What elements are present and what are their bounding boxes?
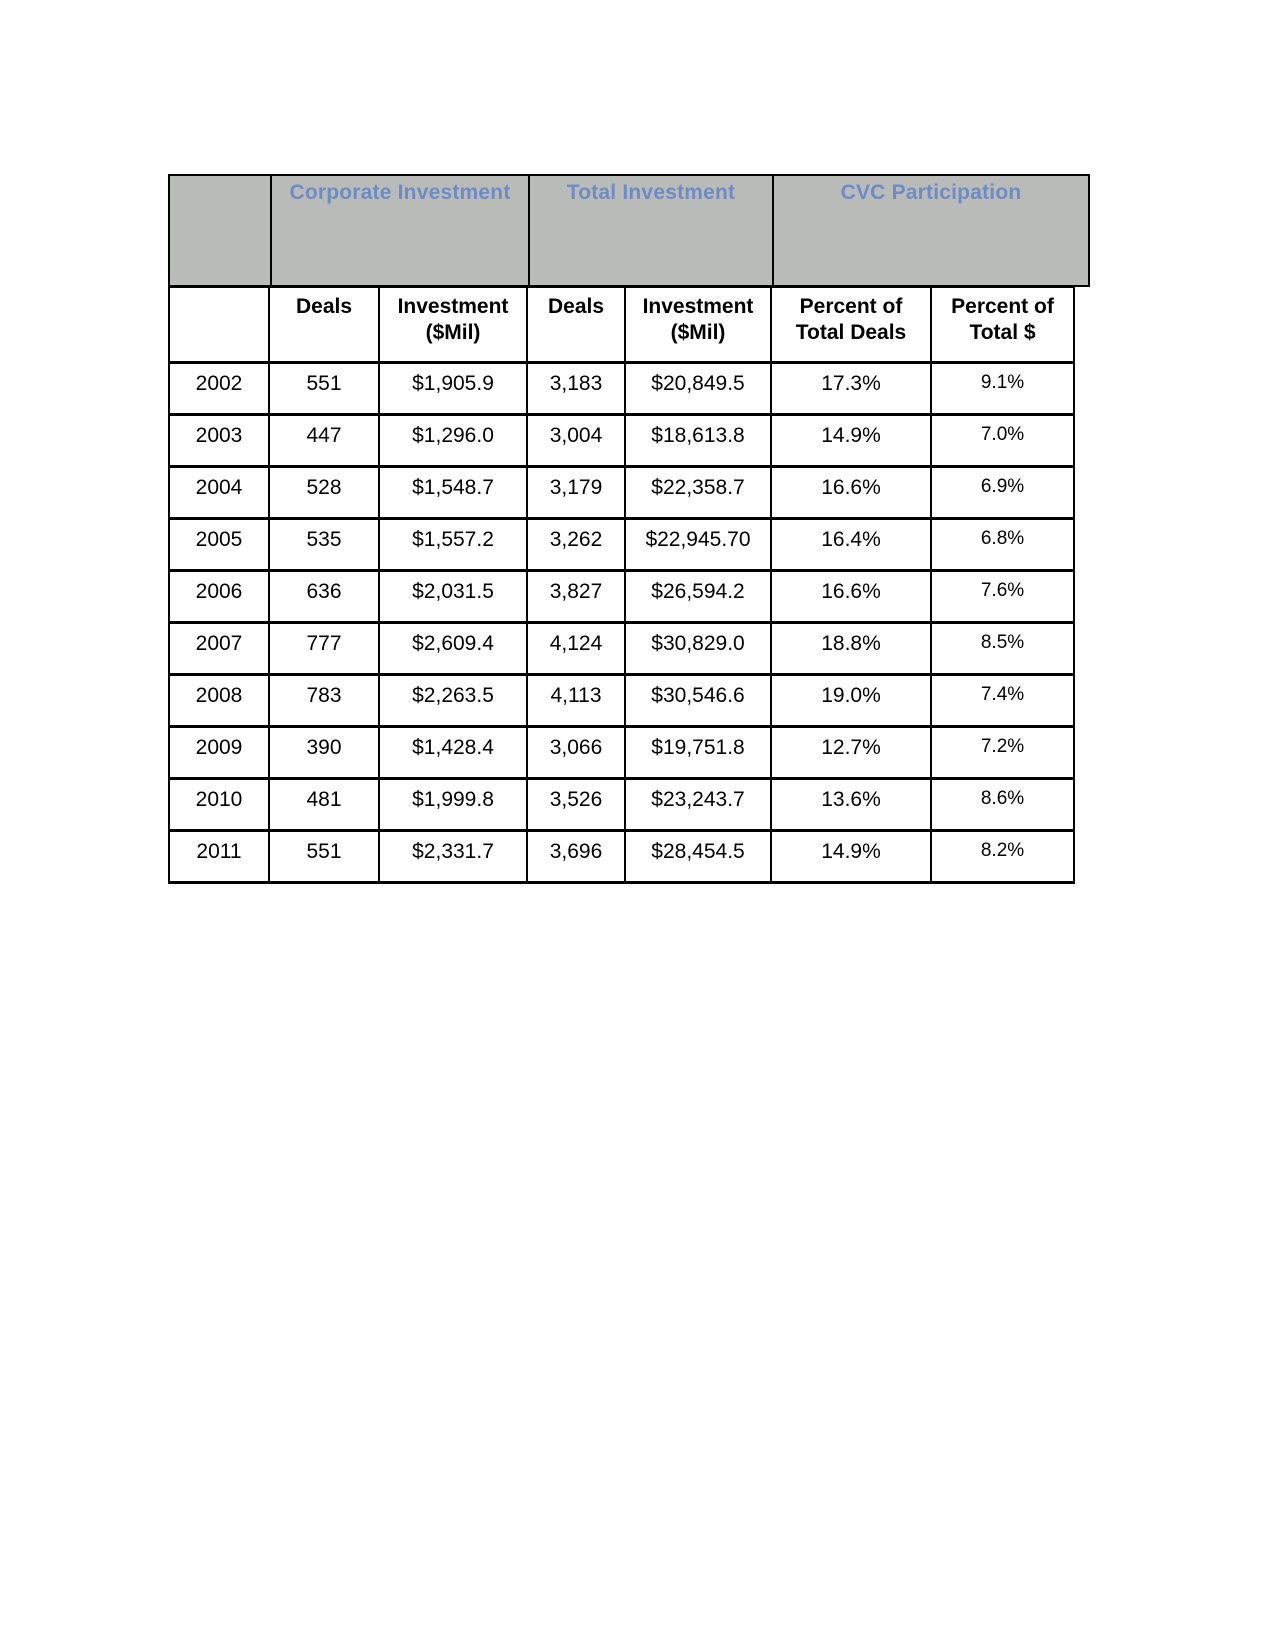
year-cell: 2002 <box>168 361 270 416</box>
table-row: 2002 551 $1,905.9 3,183 $20,849.5 17.3% … <box>168 361 1075 416</box>
percent-total-deals-cell: 18.8% <box>770 621 932 676</box>
corporate-deals-cell: 481 <box>268 777 380 832</box>
total-investment-cell: $23,243.7 <box>624 777 772 832</box>
total-deals-cell: 3,827 <box>526 569 626 624</box>
table-row: 2004 528 $1,548.7 3,179 $22,358.7 16.6% … <box>168 465 1075 520</box>
total-deals-cell: 3,004 <box>526 413 626 468</box>
percent-total-deals-cell: 16.6% <box>770 569 932 624</box>
corporate-deals-cell: 551 <box>268 361 380 416</box>
year-cell: 2009 <box>168 725 270 780</box>
year-cell: 2006 <box>168 569 270 624</box>
col-header-percent-total-dollars: Percent of Total $ <box>930 285 1075 364</box>
table-body: 2002 551 $1,905.9 3,183 $20,849.5 17.3% … <box>168 361 1075 884</box>
table-header-row: Deals Investment ($Mil) Deals Investment… <box>168 285 1075 364</box>
percent-total-dollars-cell: 6.9% <box>930 465 1075 520</box>
percent-total-deals-cell: 16.4% <box>770 517 932 572</box>
table-row: 2009 390 $1,428.4 3,066 $19,751.8 12.7% … <box>168 725 1075 780</box>
total-deals-cell: 4,124 <box>526 621 626 676</box>
table-row: 2010 481 $1,999.8 3,526 $23,243.7 13.6% … <box>168 777 1075 832</box>
group-header-corporate-investment: Corporate Investment <box>270 176 528 285</box>
total-deals-cell: 3,066 <box>526 725 626 780</box>
corporate-deals-cell: 551 <box>268 829 380 884</box>
total-investment-cell: $22,358.7 <box>624 465 772 520</box>
corporate-investment-cell: $2,331.7 <box>378 829 528 884</box>
total-investment-cell: $20,849.5 <box>624 361 772 416</box>
table-row: 2007 777 $2,609.4 4,124 $30,829.0 18.8% … <box>168 621 1075 676</box>
group-header-label: CVC Participation <box>840 181 1022 204</box>
year-cell: 2004 <box>168 465 270 520</box>
cvc-investment-table: Deals Investment ($Mil) Deals Investment… <box>168 285 1075 884</box>
group-header-cvc-participation: CVC Participation <box>772 176 1088 285</box>
total-investment-cell: $22,945.70 <box>624 517 772 572</box>
table-row: 2008 783 $2,263.5 4,113 $30,546.6 19.0% … <box>168 673 1075 728</box>
total-investment-cell: $19,751.8 <box>624 725 772 780</box>
percent-total-deals-cell: 13.6% <box>770 777 932 832</box>
corporate-deals-cell: 447 <box>268 413 380 468</box>
corporate-deals-cell: 636 <box>268 569 380 624</box>
percent-total-dollars-cell: 9.1% <box>930 361 1075 416</box>
group-header-total-investment: Total Investment <box>528 176 772 285</box>
year-cell: 2011 <box>168 829 270 884</box>
percent-total-dollars-cell: 6.8% <box>930 517 1075 572</box>
percent-total-dollars-cell: 8.6% <box>930 777 1075 832</box>
corporate-investment-cell: $1,428.4 <box>378 725 528 780</box>
corporate-deals-cell: 777 <box>268 621 380 676</box>
percent-total-deals-cell: 14.9% <box>770 829 932 884</box>
col-header-percent-total-deals: Percent of Total Deals <box>770 285 932 364</box>
col-header-total-deals: Deals <box>526 285 626 364</box>
group-header-label: Corporate Investment <box>289 181 511 204</box>
total-deals-cell: 4,113 <box>526 673 626 728</box>
year-cell: 2005 <box>168 517 270 572</box>
corporate-investment-cell: $2,609.4 <box>378 621 528 676</box>
percent-total-deals-cell: 12.7% <box>770 725 932 780</box>
percent-total-dollars-cell: 7.6% <box>930 569 1075 624</box>
table-row: 2005 535 $1,557.2 3,262 $22,945.70 16.4%… <box>168 517 1075 572</box>
corporate-investment-cell: $1,296.0 <box>378 413 528 468</box>
corporate-deals-cell: 528 <box>268 465 380 520</box>
corporate-deals-cell: 783 <box>268 673 380 728</box>
table-row: 2003 447 $1,296.0 3,004 $18,613.8 14.9% … <box>168 413 1075 468</box>
year-cell: 2008 <box>168 673 270 728</box>
corporate-investment-cell: $1,548.7 <box>378 465 528 520</box>
percent-total-dollars-cell: 7.0% <box>930 413 1075 468</box>
percent-total-deals-cell: 19.0% <box>770 673 932 728</box>
total-investment-cell: $30,829.0 <box>624 621 772 676</box>
percent-total-dollars-cell: 7.4% <box>930 673 1075 728</box>
corporate-investment-cell: $2,263.5 <box>378 673 528 728</box>
col-header-year <box>168 285 270 364</box>
total-deals-cell: 3,696 <box>526 829 626 884</box>
year-cell: 2010 <box>168 777 270 832</box>
col-header-corporate-investment: Investment ($Mil) <box>378 285 528 364</box>
col-header-total-investment: Investment ($Mil) <box>624 285 772 364</box>
corporate-investment-cell: $1,557.2 <box>378 517 528 572</box>
total-deals-cell: 3,262 <box>526 517 626 572</box>
percent-total-deals-cell: 16.6% <box>770 465 932 520</box>
corporate-investment-cell: $2,031.5 <box>378 569 528 624</box>
corporate-deals-cell: 535 <box>268 517 380 572</box>
corporate-investment-cell: $1,905.9 <box>378 361 528 416</box>
year-cell: 2003 <box>168 413 270 468</box>
percent-total-dollars-cell: 7.2% <box>930 725 1075 780</box>
table-row: 2011 551 $2,331.7 3,696 $28,454.5 14.9% … <box>168 829 1075 884</box>
total-investment-cell: $30,546.6 <box>624 673 772 728</box>
percent-total-dollars-cell: 8.2% <box>930 829 1075 884</box>
corporate-deals-cell: 390 <box>268 725 380 780</box>
percent-total-dollars-cell: 8.5% <box>930 621 1075 676</box>
group-header-spacer <box>170 176 270 285</box>
year-cell: 2007 <box>168 621 270 676</box>
total-investment-cell: $26,594.2 <box>624 569 772 624</box>
total-investment-cell: $28,454.5 <box>624 829 772 884</box>
total-deals-cell: 3,179 <box>526 465 626 520</box>
total-investment-cell: $18,613.8 <box>624 413 772 468</box>
table-row: 2006 636 $2,031.5 3,827 $26,594.2 16.6% … <box>168 569 1075 624</box>
percent-total-deals-cell: 17.3% <box>770 361 932 416</box>
percent-total-deals-cell: 14.9% <box>770 413 932 468</box>
total-deals-cell: 3,526 <box>526 777 626 832</box>
total-deals-cell: 3,183 <box>526 361 626 416</box>
table-group-header-band: Corporate Investment Total Investment CV… <box>168 174 1090 287</box>
corporate-investment-cell: $1,999.8 <box>378 777 528 832</box>
col-header-corporate-deals: Deals <box>268 285 380 364</box>
group-header-label: Total Investment <box>566 181 736 204</box>
